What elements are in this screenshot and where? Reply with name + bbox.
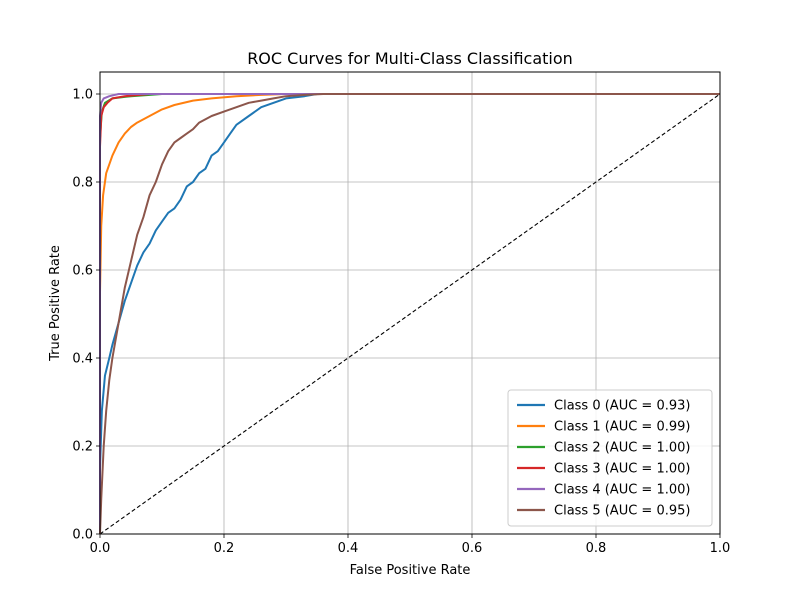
legend-label-class-4: Class 4 (AUC = 1.00)	[554, 483, 690, 498]
x-tick-label: 0.4	[338, 541, 359, 556]
y-tick-label: 0.6	[72, 264, 93, 279]
x-tick-label: 0.2	[214, 541, 235, 556]
x-axis-label: False Positive Rate	[350, 563, 471, 578]
y-tick-label: 0.4	[72, 352, 93, 367]
roc-line-class-5	[99, 93, 720, 535]
x-tick-label: 0.6	[462, 541, 483, 556]
y-axis-label: True Positive Rate	[48, 245, 63, 362]
y-tick-label: 0.8	[72, 176, 93, 191]
chance-diagonal-line	[99, 93, 721, 535]
chart-title: ROC Curves for Multi-Class Classificatio…	[247, 49, 573, 68]
legend-label-class-5: Class 5 (AUC = 0.95)	[554, 504, 690, 519]
legend-label-class-3: Class 3 (AUC = 1.00)	[554, 462, 690, 477]
x-tick-label: 0.8	[586, 541, 607, 556]
legend-label-class-1: Class 1 (AUC = 0.99)	[554, 420, 690, 435]
legend-label-class-0: Class 0 (AUC = 0.93)	[554, 399, 690, 414]
legend: Class 0 (AUC = 0.93) Class 1 (AUC = 0.99)…	[507, 389, 713, 527]
grid	[99, 72, 721, 535]
x-tick-label: 0.0	[90, 541, 111, 556]
y-tick-label: 0.0	[72, 528, 93, 543]
legend-label-class-2: Class 2 (AUC = 1.00)	[554, 441, 690, 456]
axis-ticks: 0.0 0.2 0.4 0.6 0.8 1.0 0.0 0.2 0.4 0.6 0.8 1.0	[72, 88, 730, 557]
legend-box	[507, 389, 713, 527]
plot-frame	[99, 71, 721, 535]
roc-line-class-0	[99, 93, 720, 534]
roc-line-class-1	[99, 93, 720, 534]
x-tick-label: 1.0	[710, 541, 731, 556]
y-tick-label: 1.0	[72, 88, 93, 103]
y-tick-label: 0.2	[72, 440, 93, 455]
